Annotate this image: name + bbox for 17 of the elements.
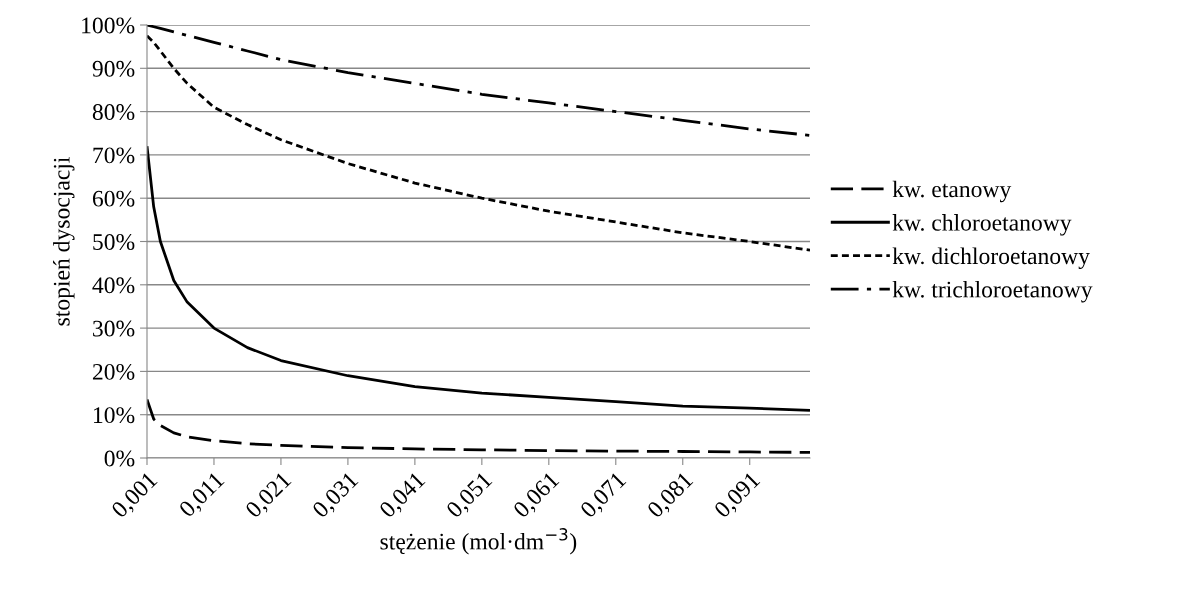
y-tick-label: 70% — [93, 147, 135, 164]
y-tick-label: 90% — [92, 60, 135, 77]
x-axis-title: stężenie (mol·dm$^{−3}$) — [380, 528, 577, 555]
y-tick-label: 20% — [92, 363, 135, 380]
legend-label: kw. trichloroetanowy — [892, 280, 1093, 303]
y-tick-label: 40% — [92, 277, 135, 294]
y-tick-label: 50% — [93, 233, 135, 250]
legend-label: kw. dichloroetanowy — [892, 247, 1090, 270]
y-tick-label: 0% — [104, 450, 135, 467]
legend-label: kw. chloroetanowy — [892, 214, 1072, 236]
y-tick-label: 80% — [92, 104, 135, 121]
y-tick-label: 30% — [93, 320, 135, 337]
y-tick-label: 10% — [93, 407, 135, 424]
legend-label: kw. etanowy — [892, 180, 1012, 203]
y-tick-label: 100% — [82, 17, 135, 34]
y-tick-label: 60% — [92, 190, 135, 207]
y-axis-title: stopień dysocjacji — [53, 157, 75, 326]
